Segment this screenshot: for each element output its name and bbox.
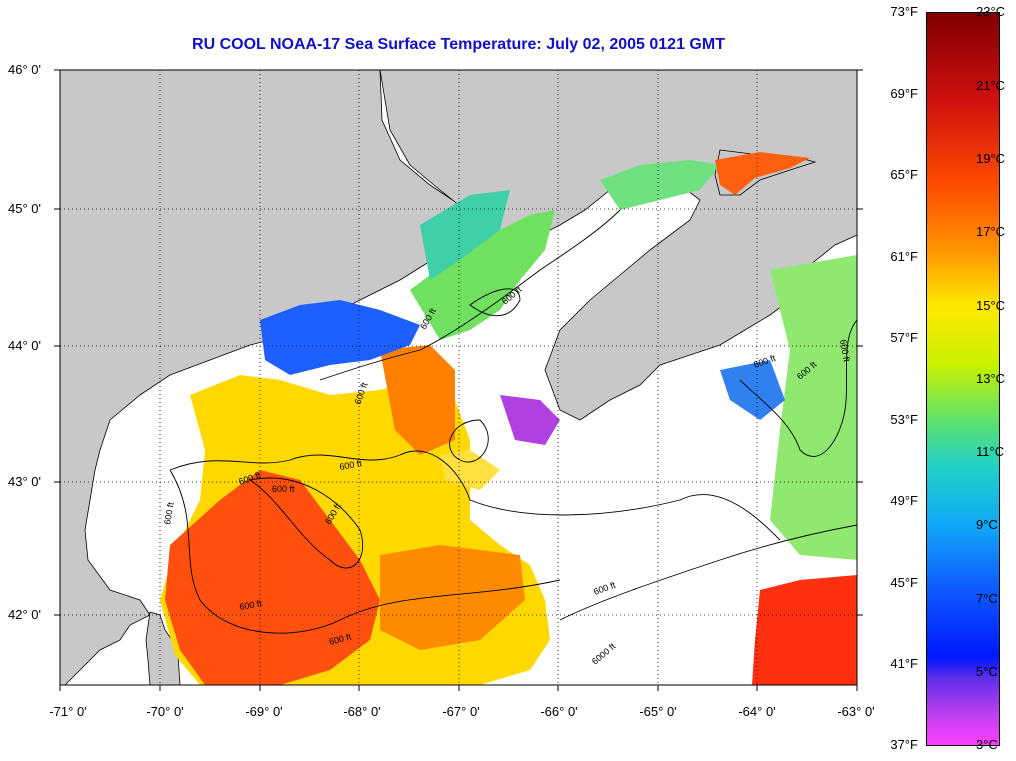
sst-teal-band [420, 190, 510, 280]
sst-warm-east [380, 345, 455, 455]
sst-data-field [160, 152, 857, 685]
colorbar-c-label: 17°C [976, 224, 1006, 239]
land-cape-cod [145, 611, 181, 685]
colorbar-f-label: 69°F [890, 86, 918, 101]
colorbar-c-label: 19°C [976, 151, 1006, 166]
sst-warm-core [165, 470, 380, 685]
colorbar-f-label: 65°F [890, 167, 918, 182]
lat-label: 45° 0' [8, 201, 41, 216]
map-title: RU COOL NOAA-17 Sea Surface Temperature:… [192, 36, 725, 53]
graticule [60, 70, 857, 685]
colorbar-f-label: 57°F [890, 330, 918, 345]
lon-label: -71° 0' [49, 704, 86, 719]
lat-label: 46° 0' [8, 62, 41, 77]
sst-cool-nw [260, 300, 420, 375]
lat-label: 42° 0' [8, 607, 41, 622]
longitude-labels: -71° 0' -70° 0' -69° 0' -68° 0' -67° 0' … [49, 704, 874, 719]
sst-purple-spots [500, 395, 560, 445]
colorbar-c-label: 15°C [976, 298, 1006, 313]
colorbar-c-label: 11°C [976, 444, 1005, 459]
contour-label: 600 ft [162, 501, 176, 525]
contour-label: 600 ft [239, 598, 263, 612]
colorbar-f-label: 73°F [890, 4, 918, 19]
contour-label: 600 ft [838, 339, 852, 363]
sst-scotian-green [770, 255, 857, 560]
sst-scotian-red [752, 575, 857, 685]
colorbar-f-label: 45°F [890, 575, 918, 590]
latitude-labels: 46° 0' 45° 0' 44° 0' 43° 0' 42° 0' [8, 62, 41, 622]
sst-south [380, 545, 525, 650]
lon-label: -66° 0' [540, 704, 577, 719]
sst-fundy-red [715, 152, 810, 195]
lon-label: -64° 0' [738, 704, 775, 719]
colorbar-c-label: 3°C [976, 737, 998, 752]
colorbar [926, 12, 1000, 746]
depth-contours [169, 209, 857, 634]
colorbar-c-label: 9°C [976, 517, 998, 532]
lat-label: 43° 0' [8, 474, 41, 489]
colorbar-c-label: 23°C [976, 4, 1006, 19]
lat-label: 44° 0' [8, 338, 41, 353]
lon-label: -68° 0' [343, 704, 380, 719]
colorbar-f-label: 61°F [890, 249, 918, 264]
colorbar-f-label: 53°F [890, 412, 918, 427]
lon-label: -65° 0' [639, 704, 676, 719]
contour-label: 600 ft [339, 458, 363, 472]
colorbar-c-label: 13°C [976, 371, 1006, 386]
sst-map: 600 ft 600 ft 600 ft 600 ft 600 ft 600 f… [8, 62, 875, 719]
axis-ticks [54, 69, 863, 691]
colorbar-c-label: 7°C [976, 591, 998, 606]
colorbar-f-label: 37°F [890, 737, 918, 752]
sst-green-band [410, 210, 555, 340]
colorbar-f-label: 41°F [890, 656, 918, 671]
colorbar-f-label: 49°F [890, 493, 918, 508]
sst-scotian-blue [720, 360, 785, 420]
colorbar-c-label: 21°C [976, 78, 1006, 93]
sst-patch-small [440, 450, 500, 490]
contour-label: 600 ft [272, 484, 295, 494]
lon-label: -63° 0' [837, 704, 874, 719]
colorbar-c-label: 5°C [976, 664, 998, 679]
lon-label: -69° 0' [245, 704, 282, 719]
sst-bay-fundy [600, 160, 720, 210]
lon-label: -67° 0' [442, 704, 479, 719]
lon-label: -70° 0' [146, 704, 183, 719]
